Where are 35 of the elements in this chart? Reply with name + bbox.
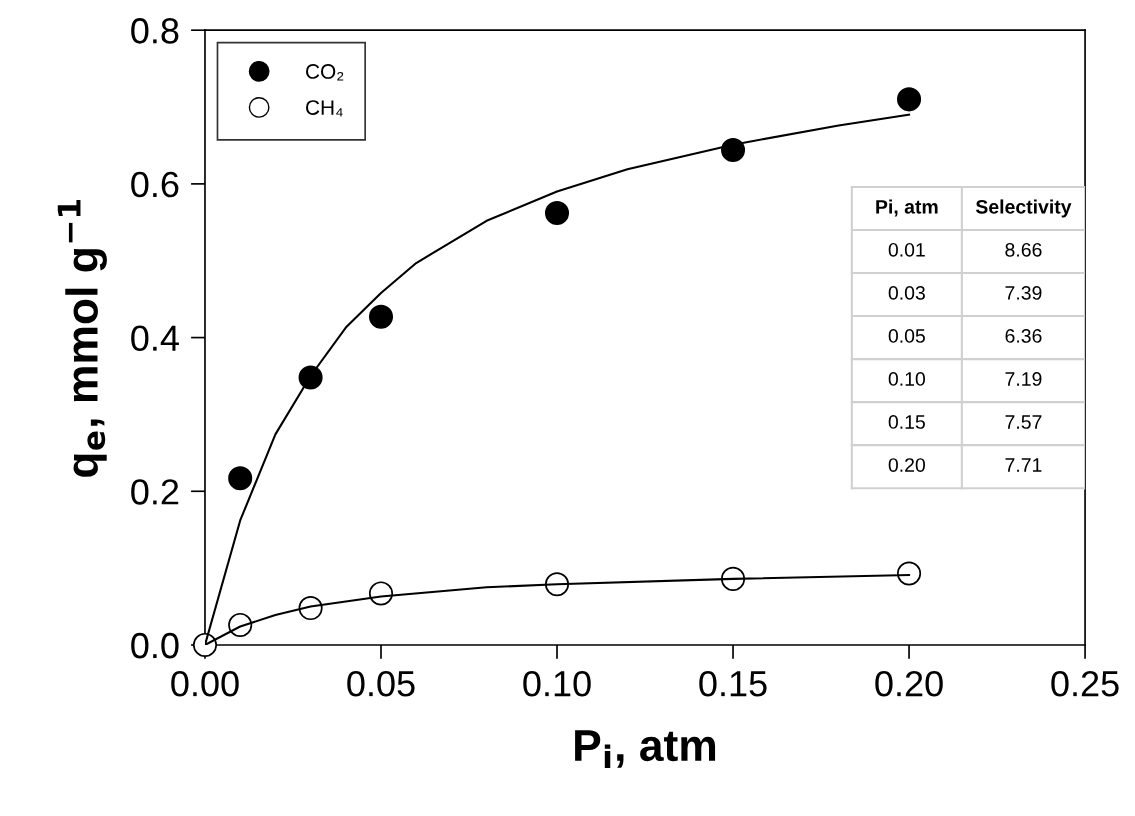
annotation: Pi, atm xyxy=(876,199,938,217)
x-tick-label: 0.15 xyxy=(699,670,767,697)
y-tick-label: 0.4 xyxy=(131,325,179,352)
annotation: 0.10 xyxy=(888,372,926,386)
annotation: 7.71 xyxy=(1005,458,1042,472)
legend-label: CH₄ xyxy=(306,100,343,117)
annotation: 7.19 xyxy=(1005,372,1042,386)
y-tick-label: 0.6 xyxy=(131,171,179,198)
point xyxy=(897,561,922,586)
annotation: Selectivity xyxy=(975,199,1072,218)
x-tick-label: 0.20 xyxy=(875,670,943,697)
annotation: 7.57 xyxy=(1005,415,1042,429)
x-tick-label: 0.05 xyxy=(347,670,415,697)
point xyxy=(897,87,922,112)
point xyxy=(228,466,253,491)
y-tick-label: 0.8 xyxy=(131,18,179,44)
point xyxy=(368,304,394,329)
annotation: 0.15 xyxy=(888,415,925,429)
point xyxy=(720,138,746,163)
annotation: 7.39 xyxy=(1005,286,1042,300)
legend-label: CO₂ xyxy=(306,64,344,81)
annotation: 0.03 xyxy=(888,286,925,300)
annotation: 8.66 xyxy=(1005,242,1042,257)
annotation: 0.05 xyxy=(888,329,925,343)
annotation: 6.36 xyxy=(1005,329,1042,343)
annotation: 0.01 xyxy=(888,242,925,257)
x-axis-title: P$_{i}$, atm xyxy=(575,730,716,769)
annotation: 0.20 xyxy=(888,458,926,472)
point xyxy=(544,201,570,226)
x-tick-label: 0.00 xyxy=(171,670,239,697)
x-tick-label: 0.10 xyxy=(523,670,591,697)
x-tick-label: 0.25 xyxy=(1051,670,1119,697)
y-tick-label: 0.0 xyxy=(131,632,179,659)
y-tick-label: 0.2 xyxy=(131,479,179,505)
y-axis-title: q$_{e}$, mmol g$^{−1}$ xyxy=(57,200,107,477)
